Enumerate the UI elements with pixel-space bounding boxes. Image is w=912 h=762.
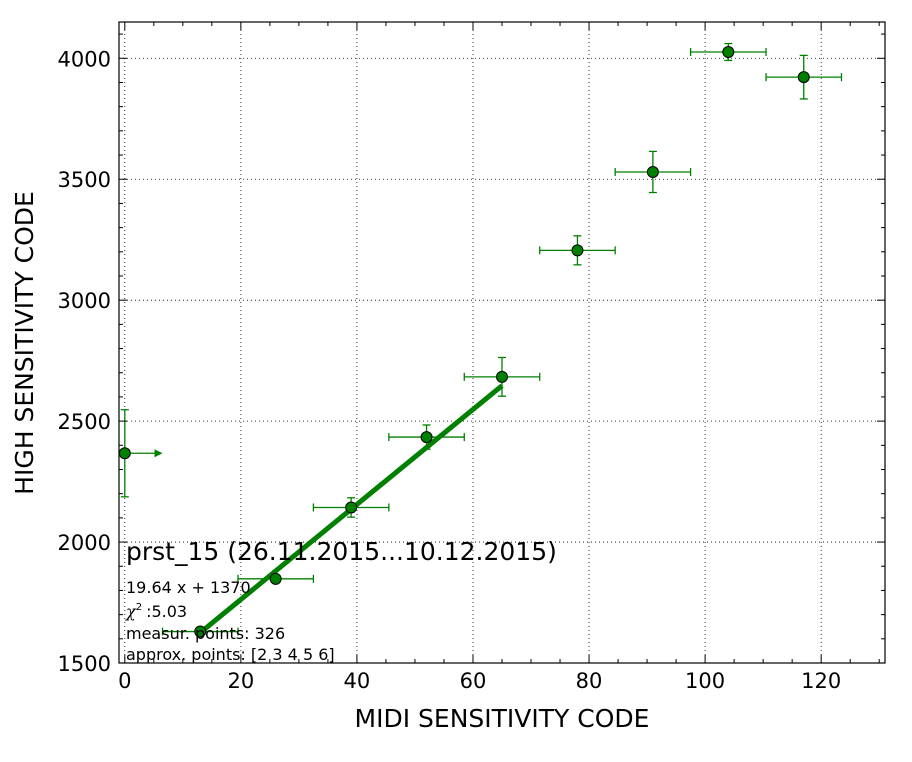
x-tick-label: 80 xyxy=(576,669,603,693)
data-point xyxy=(269,572,282,585)
data-point xyxy=(118,447,131,460)
data-point xyxy=(797,71,810,84)
x-limit-arrow-head xyxy=(154,449,163,458)
x-tick-label: 40 xyxy=(344,669,371,693)
data-point xyxy=(194,625,207,638)
y-tick-label: 3000 xyxy=(58,289,111,313)
grid xyxy=(119,22,885,664)
data-point xyxy=(420,431,433,444)
annotation-approx-points: approx. points: [2 3 4 5 6] xyxy=(126,645,335,664)
y-tick-label: 3500 xyxy=(58,168,111,192)
data-point xyxy=(722,45,735,58)
chi-superscript: 2 xyxy=(136,602,142,613)
data-point xyxy=(496,370,508,383)
y-tick-label: 1500 xyxy=(58,652,111,676)
y-tick-label: 2000 xyxy=(58,531,111,555)
annotation-measur-points: measur. points: 326 xyxy=(126,624,285,643)
data-point xyxy=(646,165,659,178)
x-tick-label: 20 xyxy=(227,669,254,693)
chi-symbol: χ xyxy=(125,602,137,621)
annotation-chi-squared: χ2 :5.03 xyxy=(125,602,187,621)
axis-ticks: 0 20 40 60 80 100 120 1500 2000 2500 3000 3500 4000 xyxy=(58,22,885,693)
y-tick-label: 2500 xyxy=(58,410,111,434)
annotation-equation: 19.64 x + 1370 xyxy=(126,578,251,597)
x-tick-label: 100 xyxy=(685,669,725,693)
y-axis-title: HIGH SENSITIVITY CODE xyxy=(10,191,39,495)
data-point xyxy=(345,501,358,514)
annotation-title: prst_15 (26.11.2015...10.12.2015) xyxy=(126,537,557,566)
x-tick-label: 0 xyxy=(118,669,131,693)
x-axis-title: MIDI SENSITIVITY CODE xyxy=(355,704,650,733)
y-tick-label: 4000 xyxy=(58,47,111,71)
data-point xyxy=(571,244,584,257)
x-tick-label: 60 xyxy=(460,669,487,693)
x-tick-label: 120 xyxy=(801,669,841,693)
chi-value: :5.03 xyxy=(146,602,187,621)
data-points-layer xyxy=(118,45,810,638)
